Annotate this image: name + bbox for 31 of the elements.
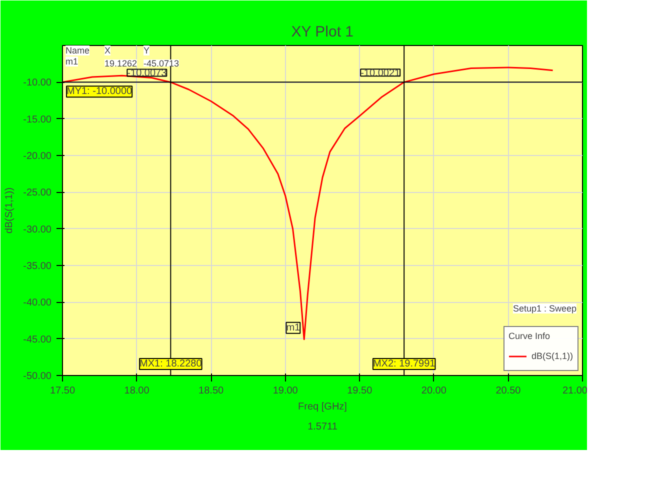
x-axis-title: Freq [GHz]	[298, 402, 348, 412]
x-tick-label: 19.00	[272, 386, 298, 396]
x-tick-label: 18.50	[198, 386, 224, 396]
y-tick-label: -15.00	[23, 114, 52, 126]
x-tick-label: 20.00	[421, 386, 447, 396]
y-tick-label: -25.00	[23, 188, 52, 199]
x-tick-label: 19.50	[347, 386, 373, 396]
annotation: Setup1 : Sweep	[512, 304, 576, 314]
chart-title: XY Plot 1	[291, 24, 354, 40]
x-tick-label: 20.50	[496, 386, 522, 396]
y-axis-title: dB(S(1,1))	[4, 187, 16, 234]
x-tick-label: 17.50	[50, 386, 76, 396]
y-tick-label: -40.00	[23, 298, 52, 309]
legend-title: Curve Info	[508, 331, 552, 341]
y-tick-label: -45.00	[23, 334, 52, 346]
y-tick-label: -20.00	[23, 151, 52, 162]
annotation: m1	[286, 322, 301, 334]
annotation: Y	[144, 46, 150, 56]
y-tick-label: -30.00	[23, 224, 52, 236]
annotation: 19.1262	[104, 58, 138, 68]
annotation: -45.0713	[144, 58, 180, 68]
x-tick-label: 18.00	[124, 386, 150, 396]
text: 1.5711	[308, 422, 338, 432]
y-tick-label: -50.00	[23, 371, 52, 382]
y-tick-label: -35.00	[23, 261, 52, 272]
y-tick-label: -10.00	[23, 78, 52, 89]
legend-label: dB(S(1,1))	[531, 351, 573, 361]
annotation: m1	[66, 56, 78, 66]
annotation: X	[104, 46, 111, 56]
x-tick-label: 21.00	[562, 386, 588, 396]
annotation: Name	[66, 46, 90, 56]
